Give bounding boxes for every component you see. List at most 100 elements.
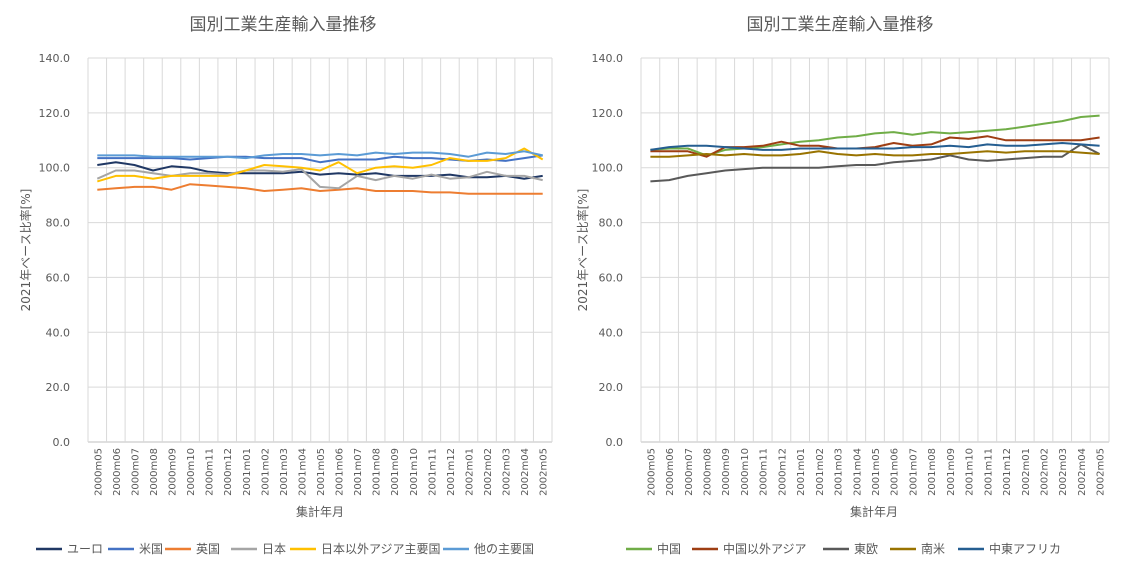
legend-item: 中国以外アジア: [692, 541, 807, 556]
x-tick-label: 2000m07: [684, 448, 695, 496]
series-line: [97, 183, 543, 195]
x-tick-label: 2002m01: [464, 448, 475, 496]
x-tick-label: 2000m12: [777, 448, 788, 496]
y-tick-label: 120.0: [592, 107, 624, 120]
x-tick-label: 2000m11: [759, 448, 770, 496]
legend-item: 東欧: [823, 542, 878, 556]
y-tick-label: 20.0: [599, 381, 624, 394]
chart-title: 国別工業生産輸入量推移: [190, 15, 377, 35]
x-tick-label: 2001m10: [965, 448, 976, 496]
x-tick-label: 2002m05: [539, 448, 550, 496]
x-tick-label: 2000m10: [186, 448, 197, 496]
y-tick-label: 140.0: [592, 52, 624, 65]
x-axis-label: 集計年月: [296, 504, 344, 519]
series-line: [650, 142, 1100, 151]
y-tick-label: 80.0: [599, 217, 624, 230]
legend-label: 東欧: [854, 542, 878, 556]
x-tick-label: 2001m08: [372, 448, 383, 496]
legend-item: 米国: [108, 542, 163, 556]
legend-item: 日本: [231, 542, 286, 556]
y-tick-label: 40.0: [46, 326, 71, 339]
x-tick-label: 2001m06: [890, 448, 901, 496]
x-tick-label: 2001m02: [260, 448, 271, 496]
x-tick-label: 2001m06: [335, 448, 346, 496]
chart-title: 国別工業生産輸入量推移: [747, 15, 934, 35]
x-tick-label: 2002m01: [1021, 448, 1032, 496]
x-tick-label: 2001m10: [409, 448, 420, 496]
x-tick-label: 2000m08: [149, 448, 160, 496]
x-tick-label: 2000m10: [740, 448, 751, 496]
legend-label: 日本: [262, 542, 286, 556]
legend-item: 他の主要国: [443, 542, 534, 556]
x-axis-label: 集計年月: [850, 504, 898, 519]
y-axis-label: 2021年ベース比率[%]: [575, 189, 590, 312]
x-tick-label: 2001m09: [390, 448, 401, 496]
y-tick-label: 100.0: [592, 162, 624, 175]
legend-item: 南米: [890, 541, 945, 556]
x-tick-label: 2000m05: [646, 448, 657, 496]
y-tick-label: 140.0: [39, 52, 71, 65]
legend-label: 英国: [196, 542, 220, 556]
y-tick-label: 120.0: [39, 107, 71, 120]
legend-label: 中国: [657, 541, 681, 556]
legend-item: ユーロ: [36, 542, 103, 556]
series-line: [97, 150, 543, 160]
x-tick-label: 2002m03: [502, 448, 513, 496]
x-tick-label: 2000m12: [223, 448, 234, 496]
x-tick-label: 2002m04: [1077, 448, 1088, 496]
x-tick-label: 2002m05: [1096, 448, 1107, 496]
x-tick-label: 2000m09: [721, 448, 732, 496]
series-line: [97, 147, 544, 183]
x-tick-label: 2000m07: [130, 448, 141, 496]
legend-item: 中東アフリカ: [958, 541, 1061, 556]
x-tick-label: 2002m02: [483, 448, 494, 496]
legend-label: 中国以外アジア: [723, 541, 807, 556]
legend-label: ユーロ: [67, 542, 103, 556]
series-line: [96, 168, 543, 190]
x-tick-label: 2002m02: [1039, 448, 1050, 496]
x-tick-label: 2001m08: [927, 448, 938, 496]
x-tick-label: 2001m03: [834, 448, 845, 496]
x-tick-label: 2000m06: [112, 448, 123, 496]
series-line: [650, 114, 1100, 157]
legend-label: 他の主要国: [474, 542, 534, 556]
x-tick-label: 2001m05: [871, 448, 882, 496]
x-tick-label: 2001m07: [908, 448, 919, 496]
chart-left: 国別工業生産輸入量推移 0.0 20.0 40.0 60.0 80.0 100.0 120.0…: [18, 15, 553, 556]
x-tick-label: 2002m04: [520, 448, 531, 496]
series-line: [650, 143, 1101, 183]
legend-label: 中東アフリカ: [989, 541, 1061, 556]
legend-label: 米国: [139, 542, 163, 556]
x-tick-label: 2001m12: [1002, 448, 1013, 496]
y-tick-label: 60.0: [599, 271, 624, 284]
x-tick-label: 2001m02: [815, 448, 826, 496]
legend-label: 南米: [921, 541, 945, 556]
y-tick-label: 60.0: [46, 271, 71, 284]
x-tick-label: 2001m04: [297, 448, 308, 496]
x-tick-label: 2000m09: [168, 448, 179, 496]
x-tick-label: 2001m11: [983, 448, 994, 496]
x-tick-label: 2001m07: [353, 448, 364, 496]
y-axis-label: 2021年ベース比率[%]: [18, 189, 33, 312]
y-tick-label: 40.0: [599, 326, 624, 339]
legend-label: 日本以外アジア主要国: [321, 542, 441, 556]
y-tick-label: 100.0: [39, 162, 71, 175]
legend-item: 中国: [626, 541, 681, 556]
y-tick-label: 0.0: [606, 436, 624, 449]
x-tick-label: 2001m01: [796, 448, 807, 496]
x-tick-label: 2000m06: [665, 448, 676, 496]
legend-item: 日本以外アジア主要国: [290, 542, 441, 556]
x-tick-label: 2000m05: [93, 448, 104, 496]
y-tick-label: 80.0: [46, 217, 71, 230]
x-tick-label: 2001m05: [316, 448, 327, 496]
x-tick-label: 2001m03: [279, 448, 290, 496]
x-tick-label: 2001m04: [852, 448, 863, 496]
legend-item: 英国: [165, 542, 220, 556]
series-line: [650, 150, 1100, 158]
x-tick-label: 2001m11: [427, 448, 438, 496]
x-tick-label: 2000m11: [205, 448, 216, 496]
x-tick-label: 2001m01: [242, 448, 253, 496]
x-tick-label: 2002m03: [1058, 448, 1069, 496]
